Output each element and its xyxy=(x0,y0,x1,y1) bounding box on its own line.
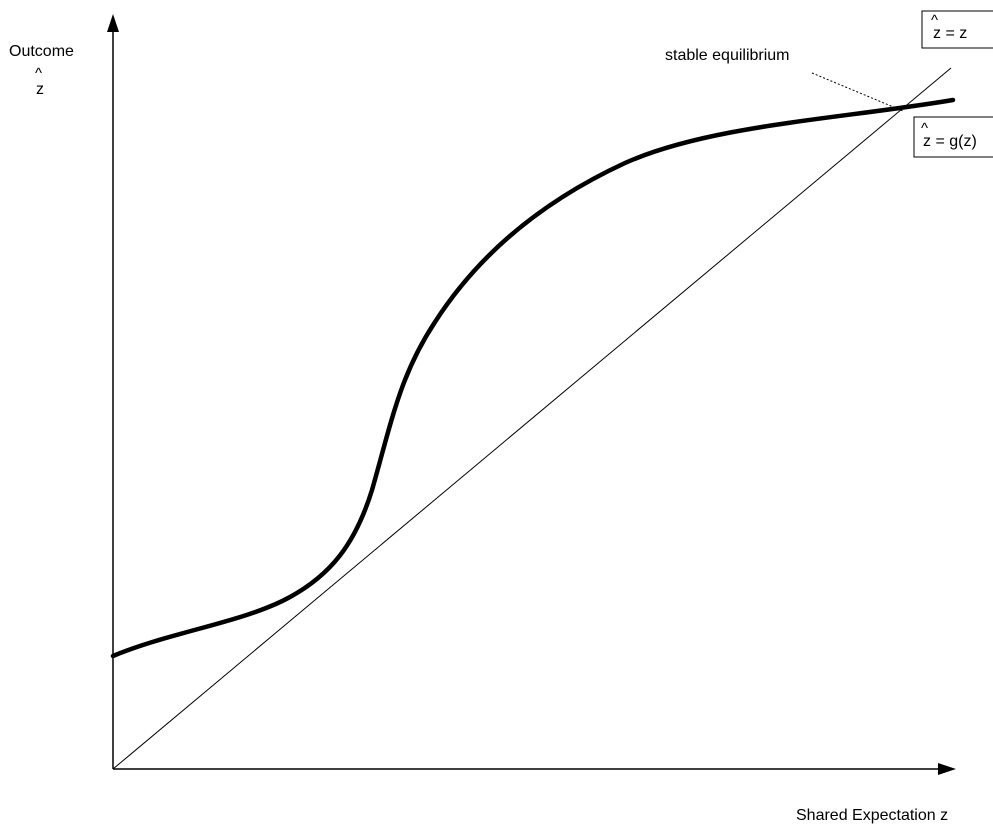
identity-line xyxy=(112,67,952,770)
stable-equilibrium-label: stable equilibrium xyxy=(665,47,790,64)
equilibrium-leader-line xyxy=(811,72,904,112)
identity-label-lhs: z xyxy=(933,25,941,42)
curve-label-rhs: = g(z) xyxy=(931,133,977,150)
y-axis-label: Outcome xyxy=(9,43,74,60)
x-axis-label: Shared Expectation z xyxy=(796,807,949,824)
x-axis-arrowhead xyxy=(938,763,956,775)
curve-label-lhs: z xyxy=(923,133,931,150)
identity-label-box xyxy=(921,10,993,49)
y-axis-symbol: z xyxy=(36,81,44,98)
identity-label-hat: ^ xyxy=(931,12,939,29)
curve-label-hat: ^ xyxy=(921,120,929,137)
curve-label-zhat: ^ z xyxy=(921,121,931,150)
curve-label-box xyxy=(913,116,993,158)
identity-label-zhat: ^ z xyxy=(931,13,941,42)
y-axis-symbol-hat: ^ xyxy=(35,65,43,82)
curve-label: ^ z = g(z) xyxy=(921,121,977,150)
response-curve xyxy=(110,97,956,659)
identity-line-label: ^ z = z xyxy=(931,13,968,42)
y-axis-arrowhead xyxy=(107,14,119,32)
identity-label-rhs: = z xyxy=(941,25,968,42)
